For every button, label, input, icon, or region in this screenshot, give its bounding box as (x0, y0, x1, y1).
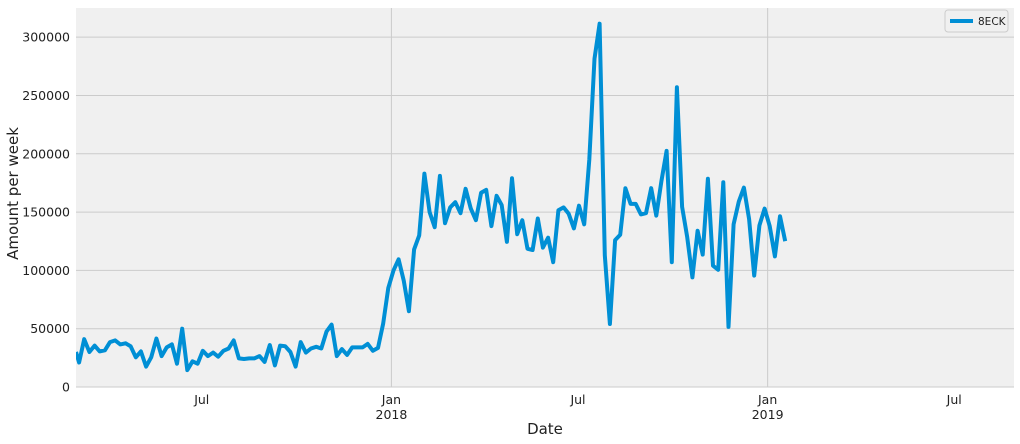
series-line-8eck (76, 21, 788, 373)
y-axis-title: Amount per week (4, 127, 22, 260)
x-tick-label: Jan (757, 392, 777, 407)
y-tick-label: 50000 (30, 321, 70, 336)
x-tick-label: Jul (946, 392, 962, 407)
x-tick-label: Jul (193, 392, 209, 407)
x-tick-sublabel: 2019 (752, 407, 784, 422)
y-tick-label: 250000 (22, 88, 70, 103)
legend-box (944, 9, 1009, 33)
legend: 8ECK (944, 9, 1009, 33)
legend-label-8eck: 8ECK (978, 16, 1007, 28)
series-layer (76, 21, 788, 373)
x-tick-sublabel: 2018 (376, 407, 408, 422)
x-axis-title: Date (527, 420, 563, 438)
y-tick-label: 200000 (22, 146, 70, 161)
x-tick-label: Jan (381, 392, 401, 407)
y-tick-label: 300000 (22, 30, 70, 45)
y-tick-labels: 0 50000 100000 150000 200000 250000 300000 (22, 30, 70, 395)
grid-layer (76, 8, 1014, 388)
y-tick-label: 150000 (22, 205, 70, 220)
x-tick-label: Jul (569, 392, 585, 407)
plot-background (76, 8, 1014, 387)
y-tick-label: 100000 (22, 263, 70, 278)
y-tick-label: 0 (62, 380, 70, 395)
